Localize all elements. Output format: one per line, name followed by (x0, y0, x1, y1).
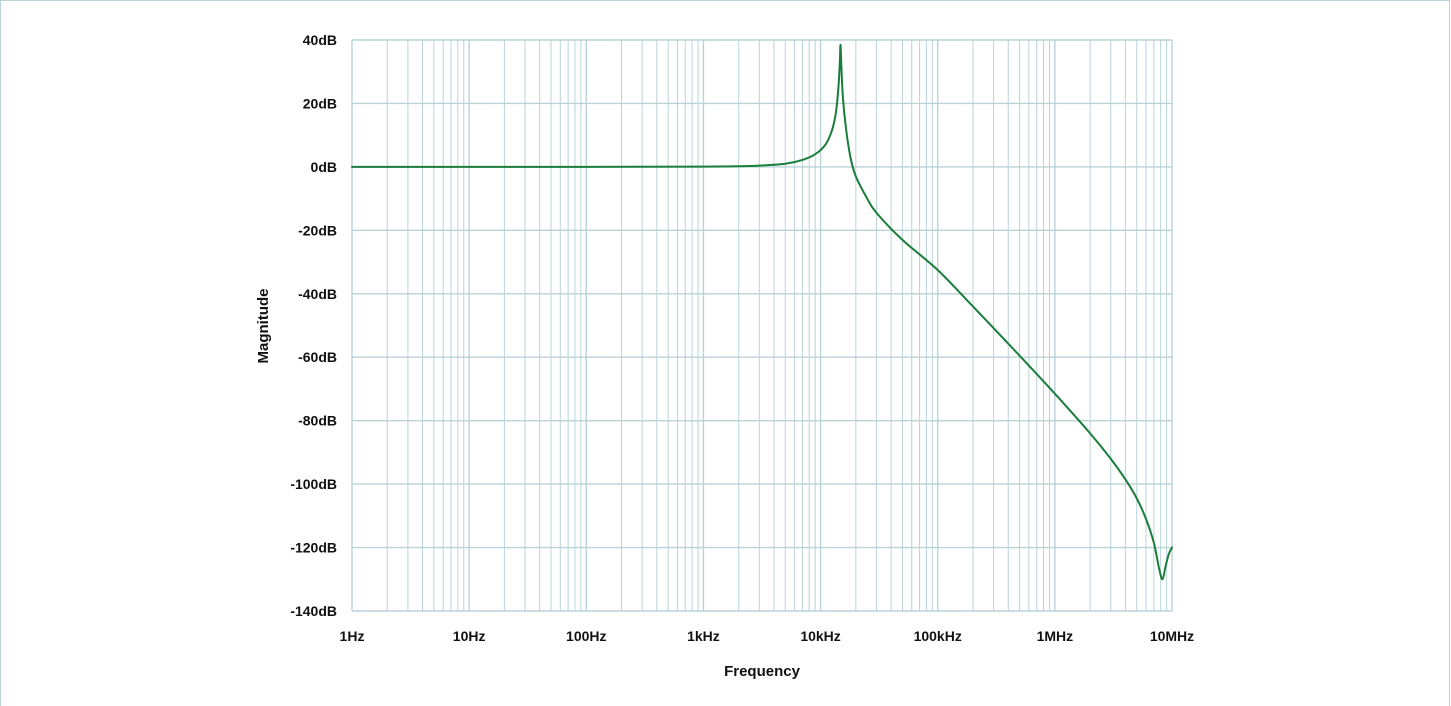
x-tick-label: 10MHz (1150, 628, 1194, 644)
x-tick-label: 10Hz (453, 628, 486, 644)
y-axis-title: Magnitude (255, 289, 272, 364)
y-tick-label: 20dB (303, 95, 337, 111)
x-tick-label: 1Hz (340, 628, 365, 644)
y-tick-label: -100dB (290, 476, 337, 492)
y-tick-label: -120dB (290, 540, 337, 556)
x-axis-title: Frequency (724, 663, 801, 680)
magnitude-series-line (351, 43, 1173, 581)
y-tick-label: -140dB (290, 603, 337, 619)
x-tick-labels: 1Hz 10Hz 100Hz 1kHz 10kHz 100kHz 1MHz 10MHz (340, 628, 1195, 644)
x-tick-label: 1kHz (687, 628, 720, 644)
y-tick-label: -60dB (298, 349, 337, 365)
y-tick-label: 40dB (303, 32, 337, 48)
x-tick-label: 100Hz (566, 628, 606, 644)
series-lines (351, 43, 1173, 581)
y-tick-label: 0dB (311, 159, 337, 175)
y-tick-label: -20dB (298, 222, 337, 238)
grid-lines (351, 39, 1173, 612)
y-tick-label: -80dB (298, 413, 337, 429)
y-tick-label: -40dB (298, 286, 337, 302)
x-tick-label: 1MHz (1037, 628, 1074, 644)
x-tick-label: 100kHz (914, 628, 962, 644)
y-tick-labels: 40dB 20dB 0dB -20dB -40dB -60dB -80dB -100dB -12… (290, 32, 337, 619)
x-tick-label: 10kHz (800, 628, 840, 644)
